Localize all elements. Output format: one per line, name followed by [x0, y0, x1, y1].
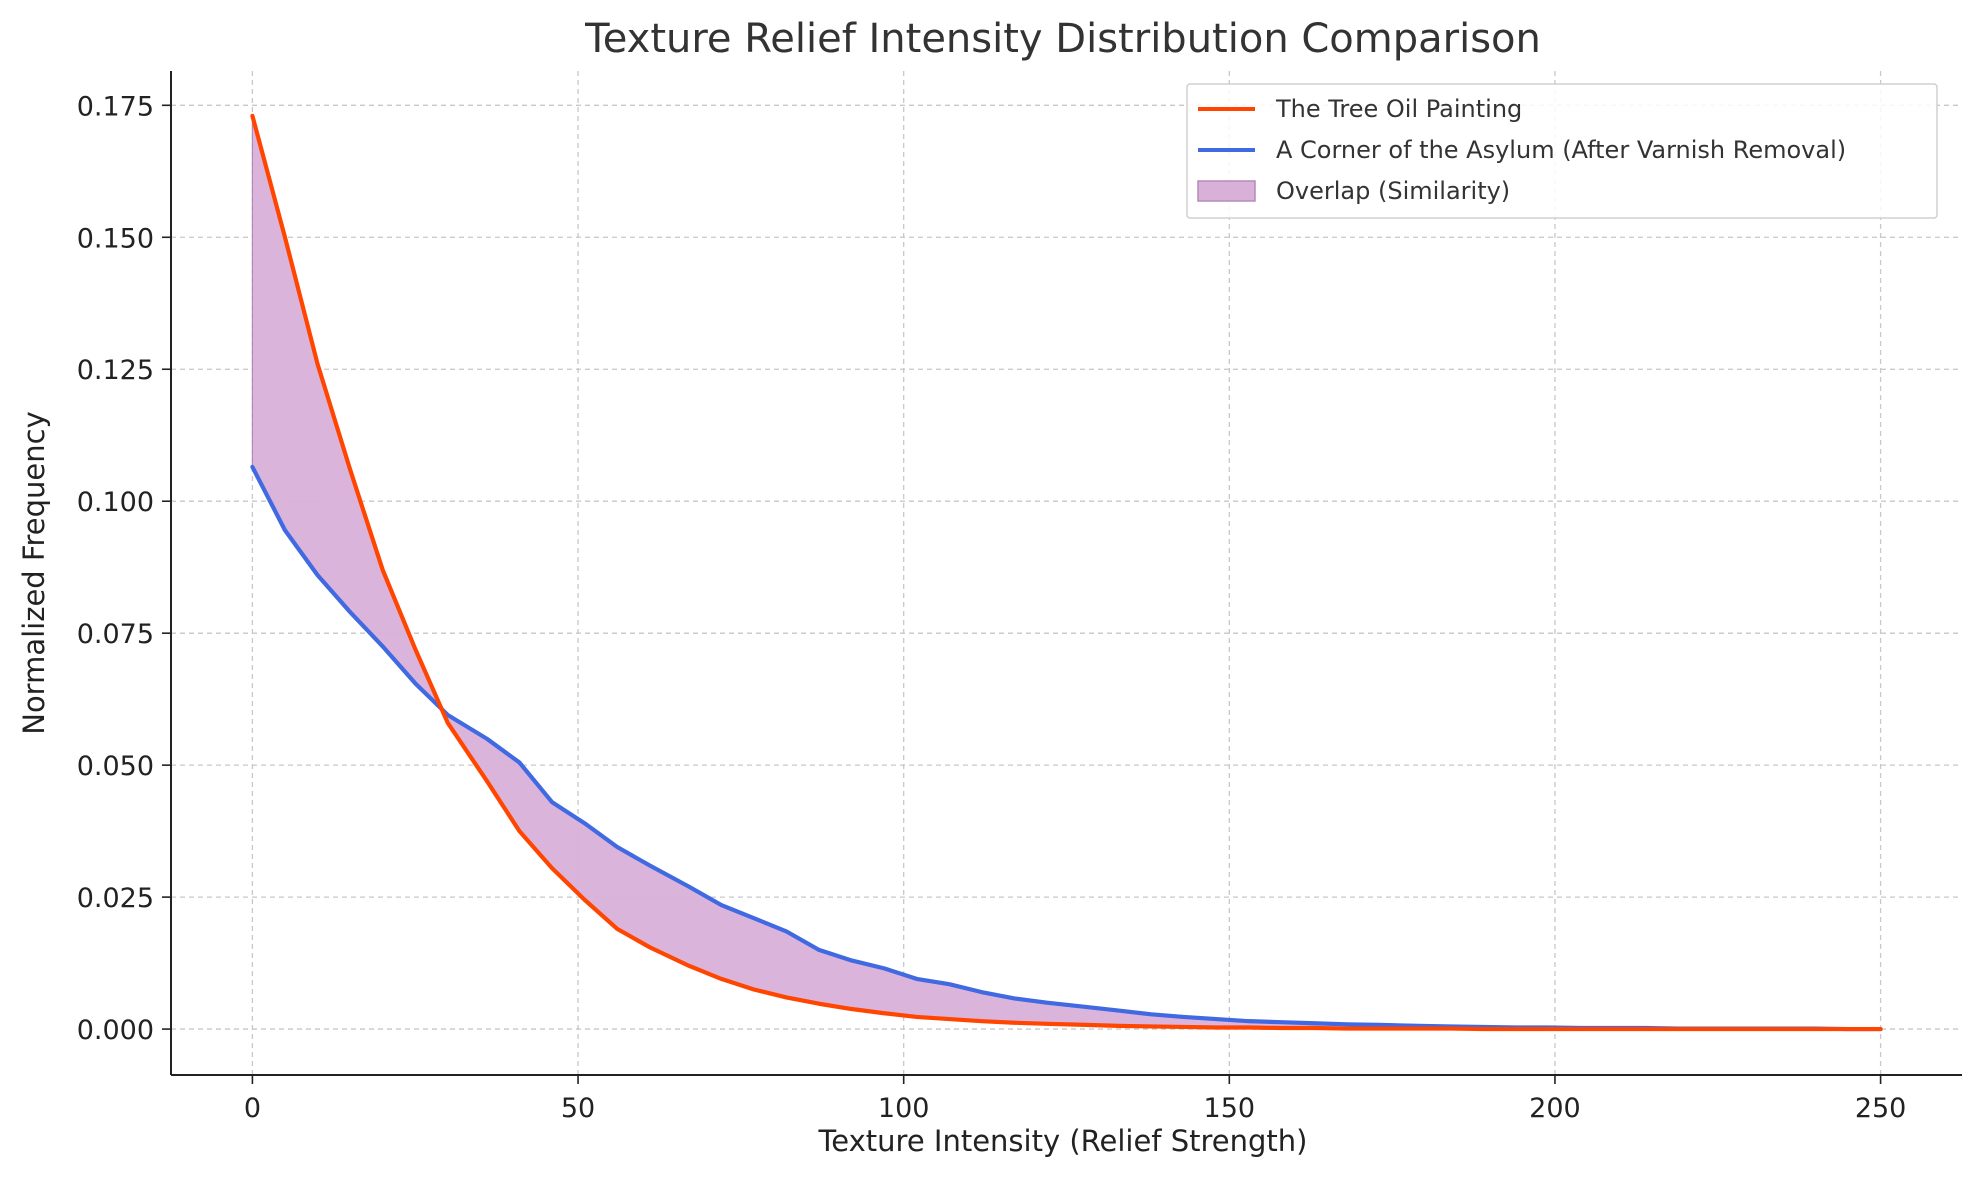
y-tick-label: 0.125 [77, 355, 154, 386]
y-tick-label: 0.150 [77, 223, 154, 254]
y-axis-title: Normalized Frequency [17, 411, 51, 735]
legend: The Tree Oil Painting A Corner of the As… [1186, 83, 1938, 219]
legend-box [1186, 83, 1938, 219]
axes [162, 71, 1962, 1084]
tick-labels: 0 50 100 150 200 250 0.000 0.025 0.050 0.075 0.100… [77, 91, 1907, 1124]
x-tick-label: 100 [878, 1093, 930, 1124]
y-tick-label: 0.050 [77, 751, 154, 782]
y-tick-label: 0.100 [77, 487, 154, 518]
x-tick-label: 200 [1529, 1093, 1581, 1124]
overlap-fill-layer [251, 115, 1881, 1030]
series-layer [250, 113, 1883, 1032]
x-tick-label: 50 [561, 1093, 595, 1124]
x-axis-title: Texture Intensity (Relief Strength) [818, 1124, 1308, 1158]
legend-label-the-tree-oil-painting: The Tree Oil Painting [1275, 95, 1522, 123]
x-tick-label: 0 [244, 1093, 261, 1124]
legend-label-overlap: Overlap (Similarity) [1276, 177, 1510, 205]
chart-title: Texture Relief Intensity Distribution Co… [584, 16, 1541, 62]
y-tick-label: 0.075 [77, 619, 154, 650]
series-line-corner-of-asylum [250, 464, 1883, 1032]
y-tick-label: 0.175 [77, 91, 154, 122]
series-line-the-tree-oil-painting [250, 113, 1883, 1032]
y-tick-label: 0.000 [77, 1015, 154, 1046]
legend-swatch-overlap [1197, 180, 1256, 202]
grid [171, 71, 1962, 1075]
y-tick-label: 0.025 [77, 883, 154, 914]
legend-label-corner-of-asylum: A Corner of the Asylum (After Varnish Re… [1276, 136, 1846, 164]
x-tick-label: 150 [1204, 1093, 1256, 1124]
overlap-fill-area [251, 115, 1881, 1030]
x-tick-label: 250 [1855, 1093, 1907, 1124]
